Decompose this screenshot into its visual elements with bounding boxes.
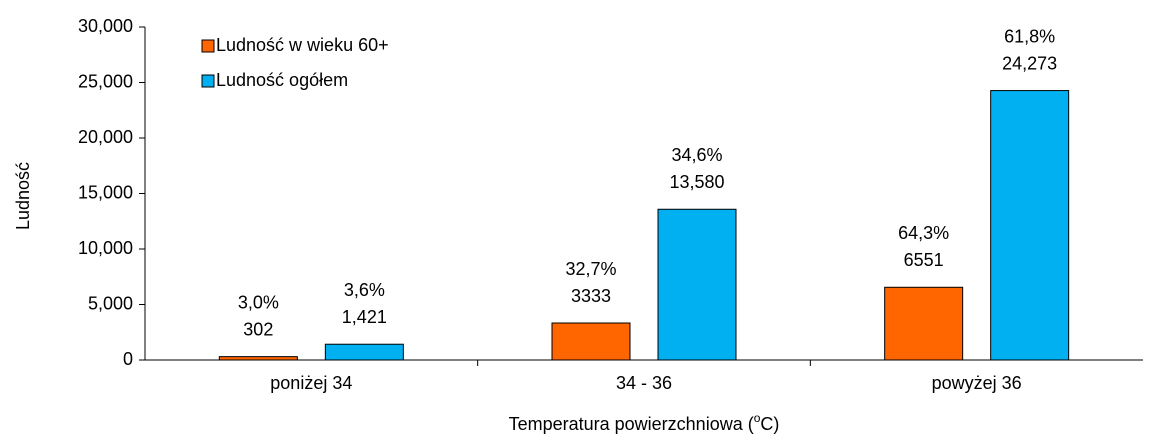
bar [551,322,631,361]
bar [990,90,1070,361]
percentage-label: 64,3% [898,223,949,243]
value-label: 1,421 [342,307,387,327]
bar [324,343,404,361]
legend-swatch [201,39,215,53]
x-axis-title: Temperatura powierzchniowa (oC) [509,411,780,434]
y-tick-label: 20,000 [78,127,133,147]
y-axis-title: Ludność [13,162,33,230]
value-label: 24,273 [1002,53,1057,73]
x-axis-title-part: Temperatura powierzchniowa ( [509,414,754,434]
value-label: 13,580 [669,172,724,192]
legend-label: Ludność w wieku 60+ [216,35,389,55]
value-label: 3333 [571,286,611,306]
y-tick-label: 15,000 [78,182,133,202]
x-axis-title-sup: o [754,411,761,425]
percentage-label: 3,0% [238,292,279,312]
percentage-label: 61,8% [1004,26,1055,46]
legend-label: Ludność ogółem [216,70,348,90]
value-label: 302 [243,319,273,339]
y-tick-label: 0 [123,349,133,369]
y-tick-label: 10,000 [78,238,133,258]
x-tick-label: 34 - 36 [616,373,672,393]
x-tick-label: poniżej 34 [270,373,352,393]
y-tick-label: 5,000 [88,293,133,313]
value-label: 6551 [904,250,944,270]
y-tick-label: 25,000 [78,71,133,91]
legend-swatch [201,74,215,88]
percentage-label: 32,7% [565,259,616,279]
bar [218,356,298,361]
y-tick-label: 30,000 [78,16,133,36]
bar [657,208,737,361]
bar [884,286,964,361]
x-axis-title-part: C) [760,414,779,434]
percentage-label: 3,6% [344,280,385,300]
percentage-label: 34,6% [671,145,722,165]
x-tick-label: powyżej 36 [932,373,1022,393]
